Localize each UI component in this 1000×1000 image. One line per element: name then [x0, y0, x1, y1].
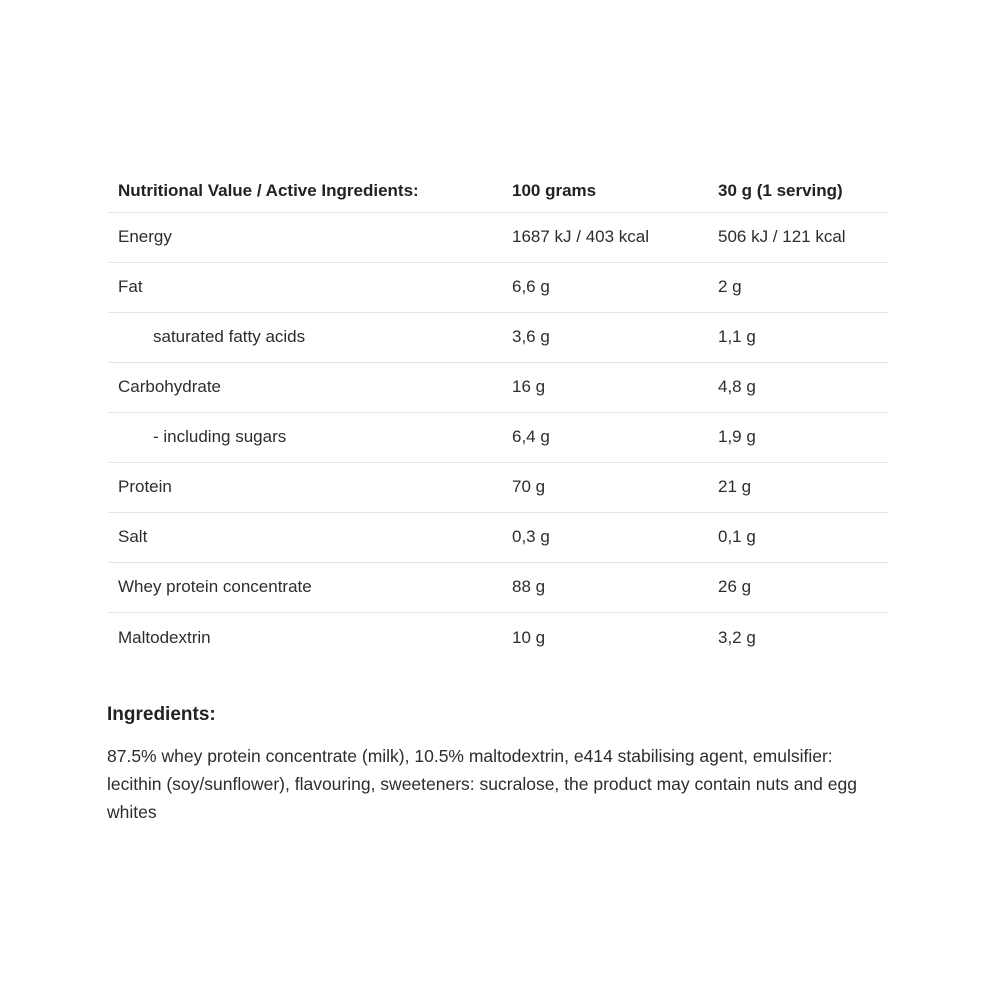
ingredients-heading: Ingredients: — [107, 704, 216, 725]
row-value-serving: 21 g — [718, 477, 752, 497]
table-row-energy: Energy 1687 kJ / 403 kcal 506 kJ / 121 k… — [108, 213, 888, 263]
row-value-serving: 506 kJ / 121 kcal — [718, 227, 846, 247]
row-value-serving: 1,9 g — [718, 427, 756, 447]
row-value-100g: 1687 kJ / 403 kcal — [512, 227, 650, 247]
row-value-100g: 70 g — [512, 477, 546, 497]
table-row-saturated-fatty-acids: saturated fatty acids 3,6 g 1,1 g — [108, 313, 888, 363]
row-value-serving: 0,1 g — [718, 527, 756, 547]
row-value-serving: 3,2 g — [718, 627, 756, 647]
nutrition-table: Nutritional Value / Active Ingredients: … — [108, 171, 888, 663]
table-header-row: Nutritional Value / Active Ingredients: … — [108, 171, 888, 213]
row-value-100g: 6,6 g — [512, 277, 550, 297]
header-label-column: Nutritional Value / Active Ingredients: — [118, 181, 419, 201]
table-row-protein: Protein 70 g 21 g — [108, 463, 888, 513]
table-row-maltodextrin: Maltodextrin 10 g 3,2 g — [108, 613, 888, 663]
row-value-100g: 88 g — [512, 577, 546, 597]
header-per-100g-column: 100 grams — [512, 181, 597, 201]
table-row-fat: Fat 6,6 g 2 g — [108, 263, 888, 313]
table-row-salt: Salt 0,3 g 0,1 g — [108, 513, 888, 563]
row-label: - including sugars — [153, 427, 287, 447]
ingredients-text: 87.5% whey protein concentrate (milk), 1… — [107, 746, 857, 822]
row-value-100g: 0,3 g — [512, 527, 550, 547]
row-value-100g: 16 g — [512, 377, 546, 397]
table-row-carbohydrate: Carbohydrate 16 g 4,8 g — [108, 363, 888, 413]
row-label: Salt — [118, 527, 148, 547]
row-value-serving: 1,1 g — [718, 327, 756, 347]
row-label: Maltodextrin — [118, 627, 211, 647]
row-label: Protein — [118, 477, 172, 497]
ingredients-section: Ingredients: 87.5% whey protein concentr… — [107, 704, 879, 826]
row-label: saturated fatty acids — [153, 327, 306, 347]
row-value-serving: 26 g — [718, 577, 752, 597]
row-label: Whey protein concentrate — [118, 577, 312, 597]
table-row-including-sugars: - including sugars 6,4 g 1,9 g — [108, 413, 888, 463]
table-row-whey-protein-concentrate: Whey protein concentrate 88 g 26 g — [108, 563, 888, 613]
row-value-serving: 4,8 g — [718, 377, 756, 397]
row-value-serving: 2 g — [718, 277, 742, 297]
header-per-serving-column: 30 g (1 serving) — [718, 181, 843, 201]
row-value-100g: 10 g — [512, 627, 546, 647]
row-label: Fat — [118, 277, 143, 297]
row-label: Energy — [118, 227, 172, 247]
row-value-100g: 6,4 g — [512, 427, 550, 447]
row-label: Carbohydrate — [118, 377, 222, 397]
row-value-100g: 3,6 g — [512, 327, 550, 347]
